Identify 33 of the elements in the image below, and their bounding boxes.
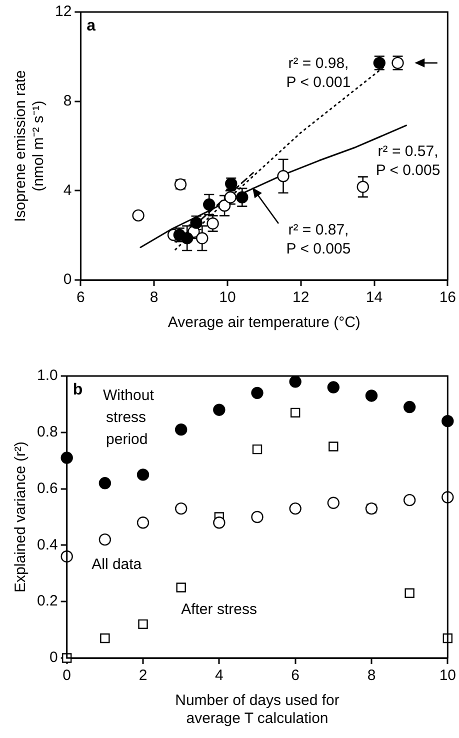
series-label: All data bbox=[92, 556, 142, 574]
y-axis-title: Explained variance (r²) bbox=[12, 442, 30, 592]
chart-title: b bbox=[72, 381, 83, 398]
x-tick-label: 16 bbox=[439, 289, 456, 306]
y-tick-label: 0.4 bbox=[36, 536, 58, 554]
x-tick-label: 10 bbox=[439, 667, 456, 684]
series-label: After stress bbox=[181, 601, 257, 618]
x-tick-label: 2 bbox=[138, 667, 148, 684]
x-axis-title: Number of days used for average T calculation bbox=[175, 692, 340, 728]
x-tick-label: 6 bbox=[291, 667, 300, 684]
x-tick-label: 10 bbox=[219, 289, 236, 306]
y-tick-label: 12 bbox=[54, 3, 72, 20]
x-tick-label: 8 bbox=[367, 667, 376, 684]
annotation: r² = 0.57, P < 0.005 bbox=[376, 143, 440, 180]
x-tick-label: 8 bbox=[150, 289, 158, 306]
x-tick-label: 4 bbox=[215, 667, 224, 684]
x-tick-label: 14 bbox=[366, 289, 383, 306]
y-tick-label: 1.0 bbox=[36, 367, 58, 384]
chart-title: a bbox=[86, 17, 96, 34]
annotation: r² = 0.87, P < 0.005 bbox=[286, 221, 351, 258]
y-tick-label: 0 bbox=[50, 649, 58, 666]
x-axis-title: Average air temperature (°C) bbox=[168, 314, 360, 332]
y-tick-label: 4 bbox=[63, 182, 72, 199]
y-tick-label: 0.2 bbox=[36, 592, 58, 610]
series-label: Without stress period bbox=[103, 386, 155, 448]
y-tick-label: 8 bbox=[63, 92, 72, 110]
y-axis-title: Isoprene emission rate (nmol m⁻² s⁻¹) bbox=[12, 70, 48, 222]
y-tick-label: 0.6 bbox=[36, 480, 58, 497]
annotation: r² = 0.98, P < 0.001 bbox=[286, 55, 351, 92]
y-tick-label: 0 bbox=[63, 271, 72, 288]
x-tick-label: 12 bbox=[292, 289, 310, 306]
y-tick-label: 0.8 bbox=[36, 424, 58, 441]
x-tick-label: 6 bbox=[76, 289, 85, 306]
